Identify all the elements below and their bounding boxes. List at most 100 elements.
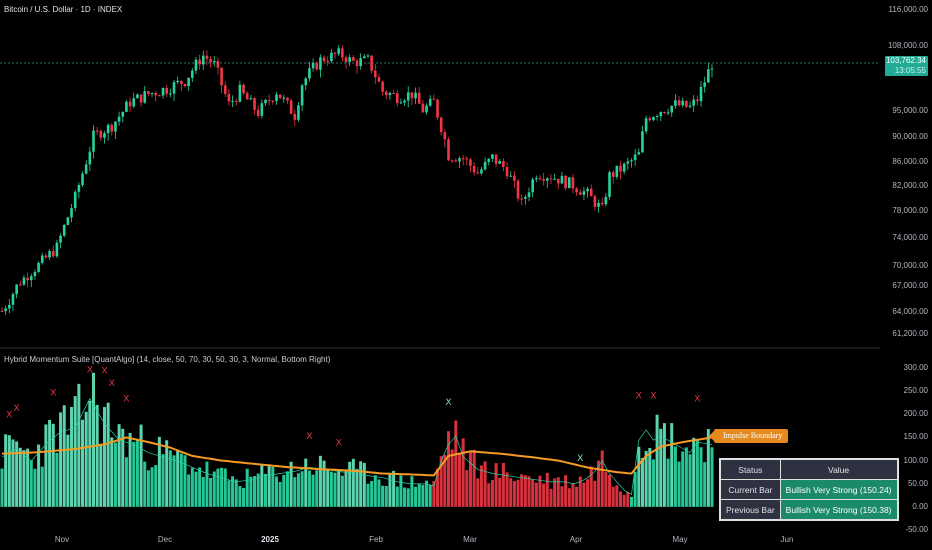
- momentum-bar: [37, 444, 41, 507]
- momentum-bar: [648, 448, 652, 507]
- candle-body: [260, 103, 264, 116]
- candle-body: [66, 217, 70, 225]
- candle-body: [644, 118, 648, 132]
- candle-body: [136, 94, 139, 99]
- candle-body: [586, 188, 589, 192]
- candle-body: [502, 161, 505, 168]
- candle-body: [18, 284, 22, 286]
- momentum-bar: [344, 469, 348, 507]
- candle-body: [15, 284, 18, 295]
- momentum-bar: [88, 400, 92, 507]
- price-tick: 90,000.00: [892, 132, 928, 141]
- candle-body: [483, 161, 487, 170]
- time-tick: 2025: [261, 535, 279, 544]
- candle-body: [524, 197, 527, 199]
- indicator-title[interactable]: Hybrid Momentum Suite [QuantAlgo] (14, c…: [4, 355, 331, 364]
- momentum-bar: [274, 476, 278, 507]
- momentum-bar: [154, 465, 158, 507]
- candle-body: [611, 172, 615, 177]
- momentum-bar: [670, 423, 674, 507]
- candle-body: [264, 99, 267, 104]
- momentum-bar: [271, 466, 275, 507]
- candle-body: [589, 188, 593, 197]
- candle-body: [95, 130, 99, 132]
- last-price-badge: 103,762.34 13:05:55: [885, 56, 928, 76]
- momentum-bar: [479, 465, 483, 507]
- momentum-bar: [139, 424, 143, 507]
- candle-body: [322, 57, 326, 62]
- momentum-bar: [209, 477, 213, 507]
- momentum-bar: [406, 488, 410, 507]
- candle-body: [29, 276, 33, 281]
- candle-body: [165, 87, 168, 94]
- candle-body: [117, 116, 121, 122]
- candle-body: [520, 198, 523, 200]
- price-tick: 70,000.00: [892, 261, 928, 270]
- candle-body: [132, 98, 136, 107]
- momentum-bar: [505, 472, 509, 507]
- candle-body: [450, 160, 454, 162]
- candle-body: [187, 77, 190, 87]
- candle-body: [238, 84, 242, 102]
- candle-body: [692, 99, 696, 106]
- candle-body: [158, 95, 161, 97]
- candle-body: [330, 52, 333, 62]
- candle-body: [121, 111, 125, 117]
- candle-body: [564, 175, 567, 189]
- candle-body: [300, 85, 304, 106]
- candle-body: [641, 131, 644, 153]
- candle-body: [103, 133, 106, 138]
- momentum-bar: [249, 476, 253, 507]
- candle-body: [326, 61, 330, 63]
- momentum-bar: [216, 468, 220, 507]
- candle-body: [410, 92, 414, 99]
- momentum-bar: [465, 470, 469, 507]
- momentum-bar: [73, 396, 77, 507]
- momentum-bar: [703, 462, 707, 507]
- momentum-bar: [403, 487, 407, 507]
- momentum-bar: [311, 474, 315, 507]
- momentum-bar: [399, 475, 403, 507]
- impulse-boundary-label: Impulse Boundary: [708, 429, 789, 443]
- momentum-bar: [146, 470, 150, 507]
- momentum-bar: [329, 471, 333, 507]
- momentum-histogram: [0, 372, 714, 507]
- candle-body: [458, 158, 461, 162]
- candle-body: [59, 235, 62, 243]
- status-row-previous: Previous Bar Bullish Very Strong (150.38…: [719, 499, 899, 521]
- momentum-bar: [392, 470, 396, 507]
- momentum-bar: [95, 404, 99, 507]
- candle-body: [472, 165, 476, 173]
- momentum-bar: [366, 483, 370, 507]
- candle-body: [267, 99, 271, 101]
- candle-body: [308, 68, 311, 79]
- momentum-bar: [637, 446, 641, 507]
- momentum-bar: [454, 420, 458, 507]
- momentum-bar: [59, 412, 63, 507]
- candle-body: [487, 158, 491, 162]
- impulse-boundary-line: [1, 436, 713, 477]
- momentum-bar: [421, 484, 425, 507]
- candle-body: [8, 304, 11, 309]
- oscillator-tick: 50.00: [907, 478, 928, 488]
- value-header: Value: [779, 458, 899, 480]
- momentum-bar: [622, 494, 626, 507]
- candle-body: [33, 271, 37, 277]
- candle-body: [84, 164, 88, 174]
- price-tick: 86,000.00: [892, 157, 928, 166]
- momentum-bar: [121, 428, 125, 507]
- momentum-bar: [589, 466, 593, 507]
- chart-title[interactable]: Bitcoin / U.S. Dollar · 1D · INDEX: [4, 5, 123, 14]
- candle-body: [659, 111, 663, 117]
- candle-body: [227, 93, 231, 102]
- price-candles: [0, 44, 714, 315]
- momentum-bar: [384, 485, 388, 507]
- candle-body: [600, 202, 604, 205]
- candle-body: [630, 160, 633, 162]
- momentum-bar: [611, 486, 615, 507]
- momentum-bar: [355, 468, 359, 507]
- signal-x-marker: X: [636, 391, 642, 401]
- status-header: Status: [719, 458, 781, 480]
